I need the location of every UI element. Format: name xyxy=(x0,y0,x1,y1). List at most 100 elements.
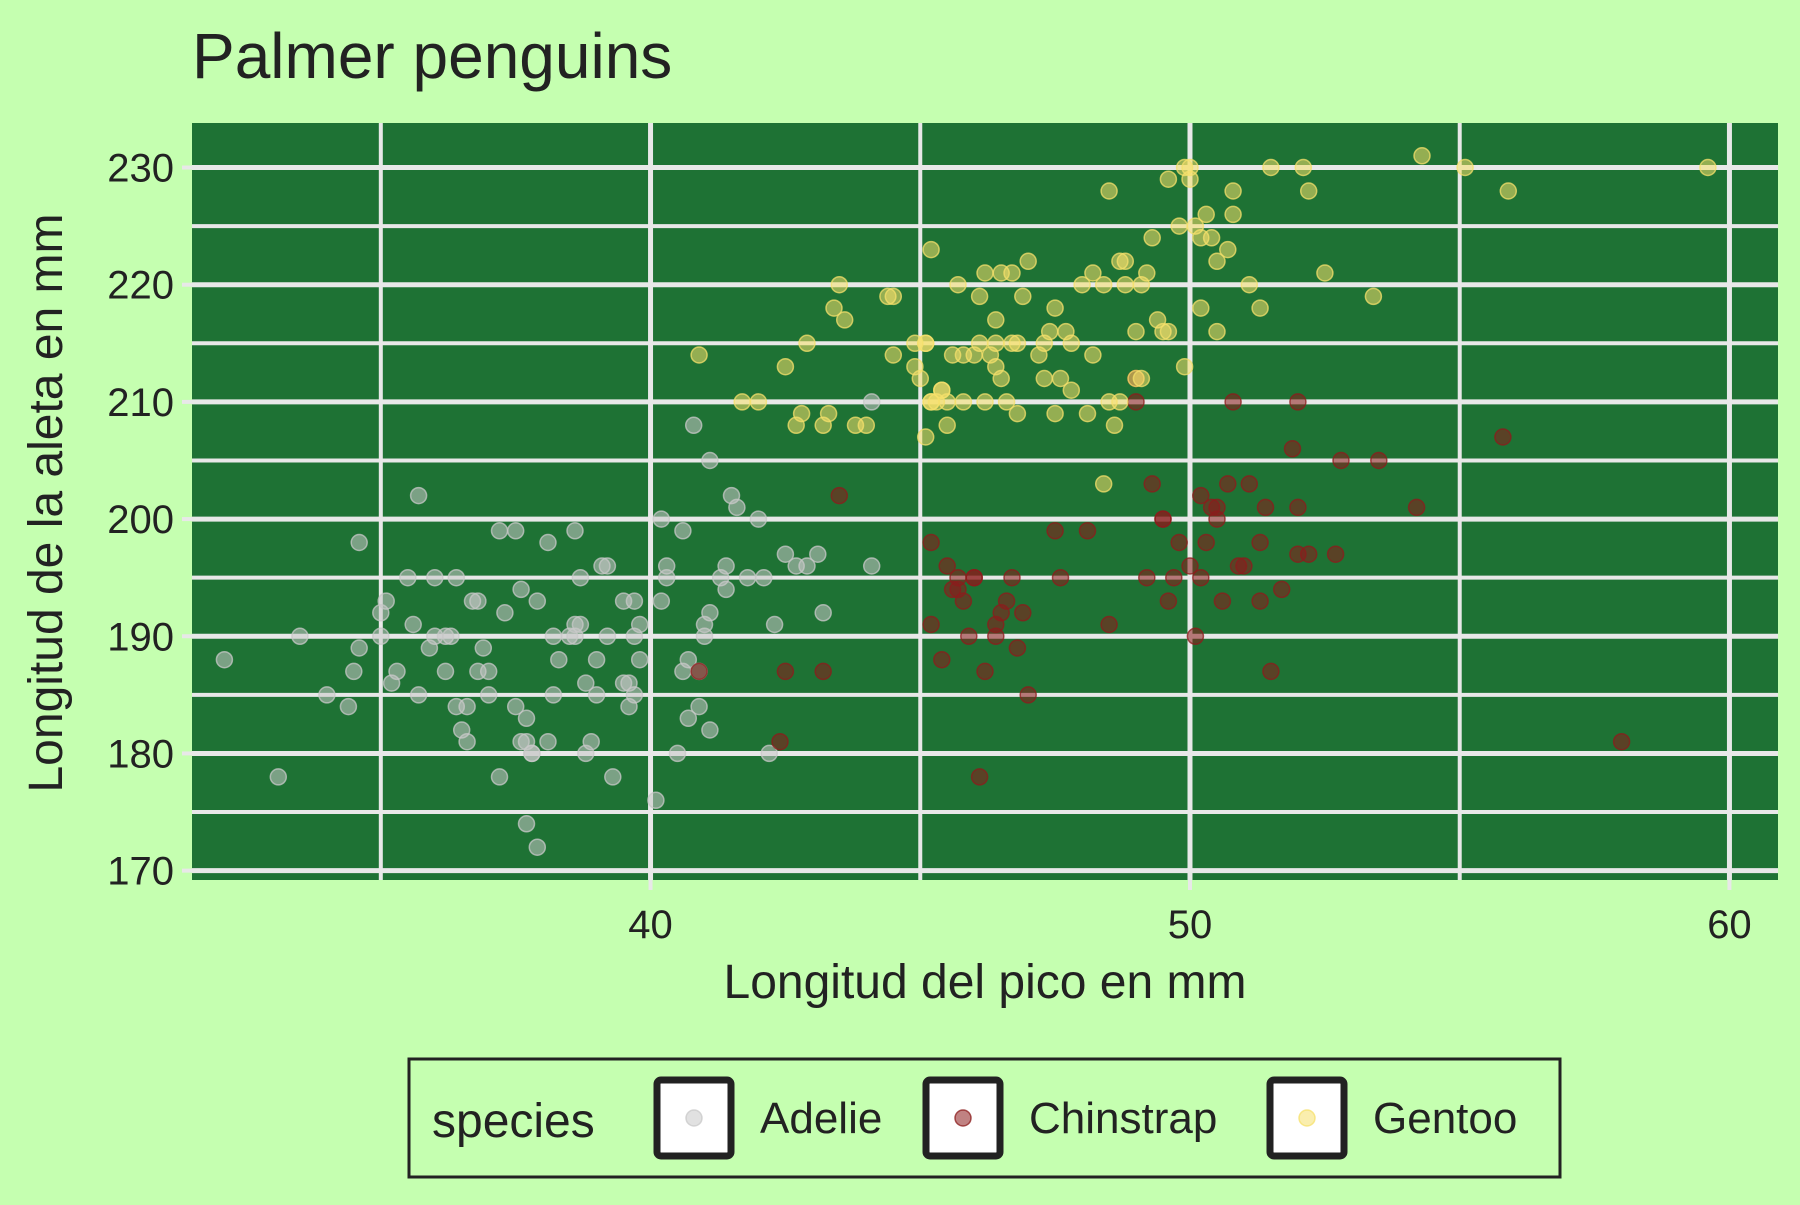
data-point xyxy=(1456,158,1474,177)
legend-title: species xyxy=(432,1095,595,1148)
data-point xyxy=(1094,475,1113,493)
data-point xyxy=(512,580,530,599)
data-point xyxy=(598,627,617,646)
data-point xyxy=(1251,592,1269,610)
data-point xyxy=(1035,334,1054,353)
data-point xyxy=(1078,404,1097,423)
data-point xyxy=(1111,393,1129,411)
data-point xyxy=(1612,732,1631,751)
data-point xyxy=(539,533,557,552)
data-point xyxy=(825,299,843,317)
data-point xyxy=(776,545,795,563)
data-point xyxy=(987,334,1005,353)
data-point xyxy=(604,768,622,786)
data-point xyxy=(1051,568,1070,587)
data-point xyxy=(652,592,671,610)
data-point xyxy=(1240,275,1259,294)
data-point xyxy=(1294,158,1313,177)
data-point xyxy=(1159,592,1178,610)
data-point xyxy=(1192,229,1210,247)
data-point xyxy=(830,275,849,294)
data-point xyxy=(1084,346,1102,364)
data-point xyxy=(544,627,563,646)
data-point xyxy=(587,686,606,704)
data-point xyxy=(350,639,368,657)
x-tick-label: 40 xyxy=(628,903,673,947)
data-point xyxy=(1159,322,1178,341)
legend-item-chinstrap: Chinstrap xyxy=(922,1076,1217,1160)
data-point xyxy=(938,557,956,575)
plot-panel xyxy=(192,123,1778,880)
data-point xyxy=(1272,580,1291,599)
data-point xyxy=(1251,533,1269,552)
data-point xyxy=(701,451,719,470)
data-point xyxy=(798,557,816,575)
data-point xyxy=(215,650,234,669)
data-point xyxy=(1019,252,1037,271)
data-point xyxy=(1175,158,1194,177)
data-point xyxy=(684,416,703,435)
data-point xyxy=(1100,615,1118,634)
chart-title: Palmer penguins xyxy=(192,20,672,92)
data-point xyxy=(987,627,1005,646)
data-point xyxy=(539,732,557,751)
y-tick-label: 210 xyxy=(107,381,174,425)
y-tick-label: 220 xyxy=(107,264,174,308)
data-point xyxy=(755,568,773,587)
data-point xyxy=(1008,404,1027,423)
data-point xyxy=(1046,299,1064,317)
data-point xyxy=(566,522,584,540)
data-point xyxy=(1224,205,1242,224)
data-point xyxy=(749,510,768,528)
series-chinstrap xyxy=(690,369,1631,786)
data-point xyxy=(652,510,671,528)
data-point xyxy=(965,568,983,587)
data-point xyxy=(571,615,590,634)
y-tick-label: 170 xyxy=(107,850,174,894)
data-point xyxy=(512,732,530,751)
data-point xyxy=(1202,498,1221,517)
data-point xyxy=(350,533,368,552)
data-point xyxy=(690,346,708,364)
data-point xyxy=(922,240,940,259)
data-point xyxy=(976,662,994,681)
data-point xyxy=(469,592,487,610)
data-point xyxy=(938,416,956,435)
legend-symbol xyxy=(685,1109,703,1127)
data-point xyxy=(1192,299,1210,317)
data-points xyxy=(215,147,1717,856)
legend-label: Gentoo xyxy=(1373,1094,1517,1143)
data-point xyxy=(738,568,757,587)
data-point xyxy=(1170,533,1188,552)
data-point xyxy=(798,334,816,353)
data-point xyxy=(1251,299,1269,317)
data-point xyxy=(970,768,989,786)
data-point xyxy=(1062,381,1081,399)
data-point xyxy=(1154,510,1172,528)
data-point xyxy=(1192,486,1210,505)
data-point xyxy=(1499,182,1518,200)
data-point xyxy=(517,815,536,833)
data-point xyxy=(776,662,795,681)
data-point xyxy=(954,592,973,610)
data-point xyxy=(620,674,638,692)
data-point xyxy=(911,369,930,388)
data-point xyxy=(1219,240,1237,259)
data-point xyxy=(1262,158,1280,177)
data-point xyxy=(1084,264,1102,282)
data-point xyxy=(291,627,309,646)
data-point xyxy=(1073,275,1091,294)
data-point xyxy=(884,346,903,364)
data-point xyxy=(1094,275,1113,294)
data-point xyxy=(490,522,509,540)
data-point xyxy=(1197,205,1215,224)
data-point xyxy=(1035,369,1054,388)
data-point xyxy=(1413,147,1431,165)
data-point xyxy=(474,639,493,657)
data-point xyxy=(1116,252,1135,271)
data-point xyxy=(1116,275,1135,294)
data-point xyxy=(404,615,422,634)
data-point xyxy=(339,697,358,716)
data-point xyxy=(1170,217,1188,235)
data-point xyxy=(997,592,1016,610)
